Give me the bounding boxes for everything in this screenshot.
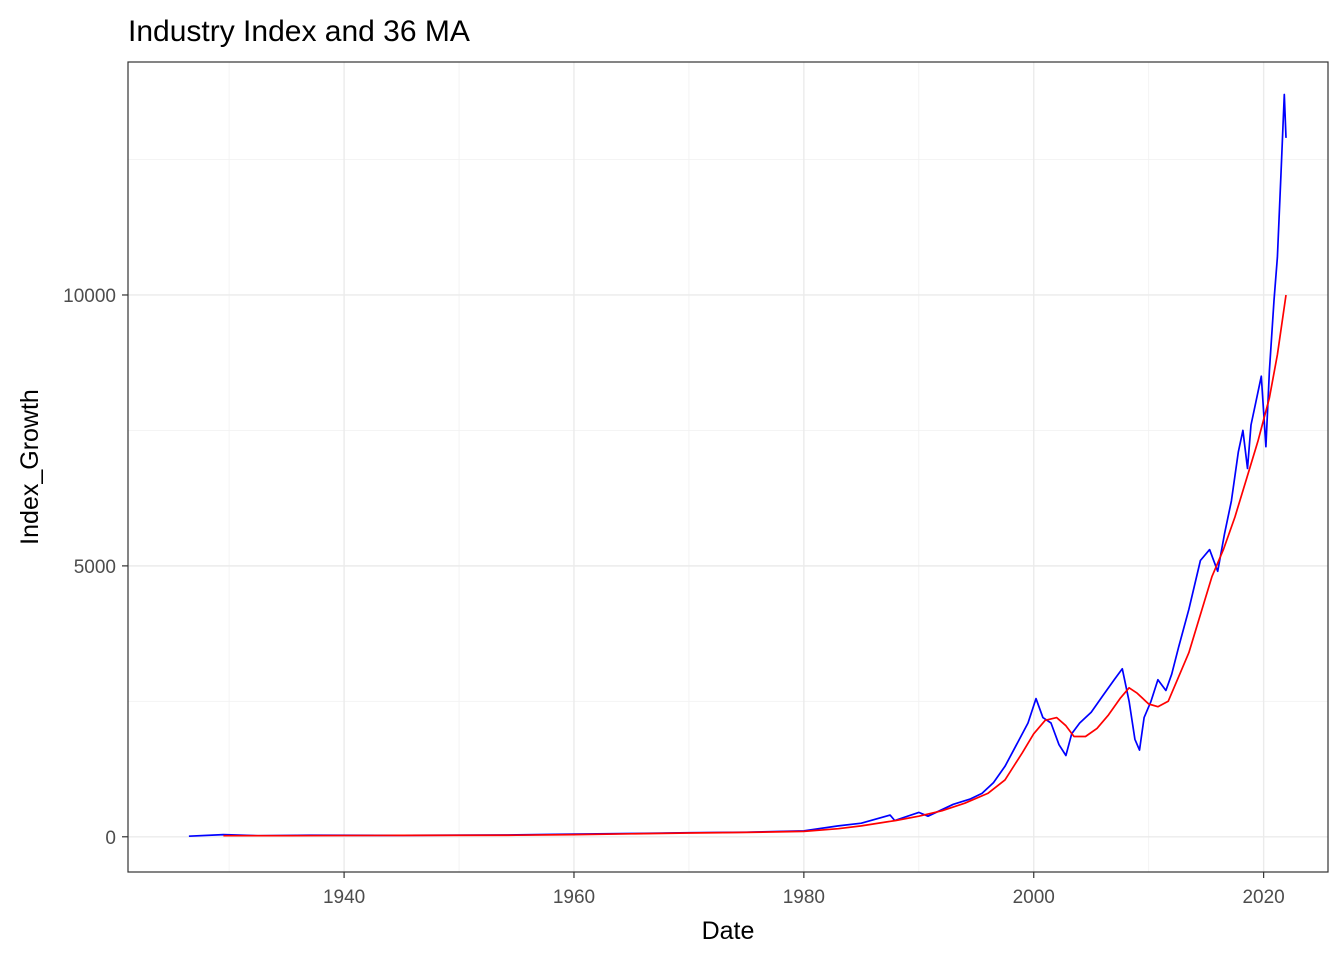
x-tick-label: 1960 xyxy=(553,887,595,908)
x-axis: 1940 1960 1980 2000 2020 xyxy=(323,872,1285,908)
x-tick-label: 2020 xyxy=(1242,887,1284,908)
series-line-1 xyxy=(188,93,1287,838)
x-axis-title: Date xyxy=(702,917,755,945)
x-tick-label: 1940 xyxy=(323,887,365,908)
y-tick-label: 10000 xyxy=(63,286,116,307)
plot-panel-border xyxy=(127,61,1329,873)
y-axis-title: Index_Growth xyxy=(16,389,44,545)
x-tick-label: 1980 xyxy=(783,887,825,908)
x-tick-label: 2000 xyxy=(1013,887,1055,908)
chart-title: Industry Index and 36 MA xyxy=(128,15,470,48)
series-lines xyxy=(188,93,1287,838)
y-axis: 0 5000 10000 xyxy=(63,286,128,849)
major-gridlines xyxy=(128,62,1328,872)
minor-gridlines xyxy=(128,62,1328,872)
y-tick-label: 0 xyxy=(105,828,116,849)
y-tick-label: 5000 xyxy=(74,557,116,578)
series-line-2 xyxy=(223,294,1287,837)
